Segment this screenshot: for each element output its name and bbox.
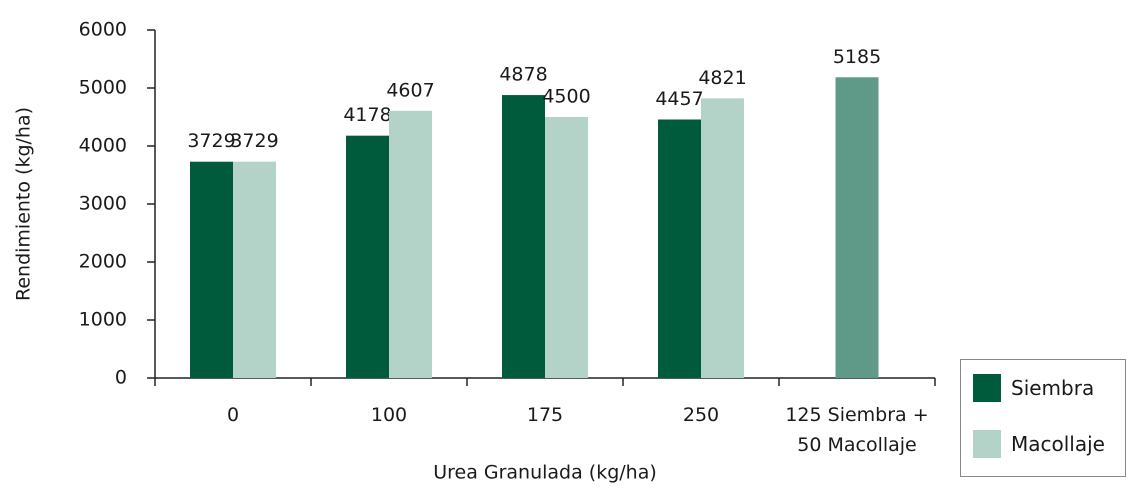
data-label: 4457 bbox=[655, 88, 703, 110]
bar bbox=[346, 135, 389, 378]
bar bbox=[389, 110, 432, 378]
y-tick-label: 5000 bbox=[79, 77, 127, 99]
bar bbox=[701, 98, 744, 378]
y-tick-label: 4000 bbox=[79, 135, 127, 157]
x-axis-title: Urea Granulada (kg/ha) bbox=[433, 462, 657, 484]
bar bbox=[190, 161, 233, 378]
data-label: 5185 bbox=[833, 46, 881, 68]
y-axis-title: Rendimiento (kg/ha) bbox=[13, 107, 35, 301]
legend-item: Siembra bbox=[973, 374, 1094, 402]
legend: Siembra Macollaje bbox=[960, 359, 1126, 477]
bar bbox=[233, 161, 276, 378]
data-label: 4607 bbox=[386, 79, 434, 101]
legend-swatch bbox=[973, 374, 1001, 402]
data-label: 4178 bbox=[343, 104, 391, 126]
y-tick-label: 3000 bbox=[79, 193, 127, 215]
data-label: 4878 bbox=[499, 64, 547, 86]
bar bbox=[835, 77, 879, 379]
legend-label: Macollaje bbox=[1011, 432, 1105, 456]
y-tick-label: 2000 bbox=[79, 251, 127, 273]
x-tick-label: 125 Siembra + 50 Macollaje bbox=[785, 404, 929, 456]
bar bbox=[658, 119, 701, 378]
data-label: 4500 bbox=[542, 86, 590, 108]
data-label: 3729 bbox=[187, 130, 235, 152]
x-tick-label: 250 bbox=[682, 404, 720, 426]
legend-swatch bbox=[973, 430, 1001, 458]
x-tick-label: 0 bbox=[226, 404, 240, 426]
legend-label: Siembra bbox=[1011, 376, 1095, 400]
y-tick-label: 0 bbox=[115, 367, 127, 389]
y-tick-label: 1000 bbox=[79, 309, 127, 331]
x-tick-label: 100 bbox=[370, 404, 408, 426]
data-label: 4821 bbox=[698, 67, 746, 89]
data-label: 3729 bbox=[230, 130, 278, 152]
legend-item: Macollaje bbox=[973, 430, 1105, 458]
x-tick-label: 175 bbox=[526, 404, 564, 426]
bar bbox=[502, 95, 545, 379]
bar bbox=[545, 117, 588, 378]
y-tick-label: 6000 bbox=[79, 19, 127, 41]
